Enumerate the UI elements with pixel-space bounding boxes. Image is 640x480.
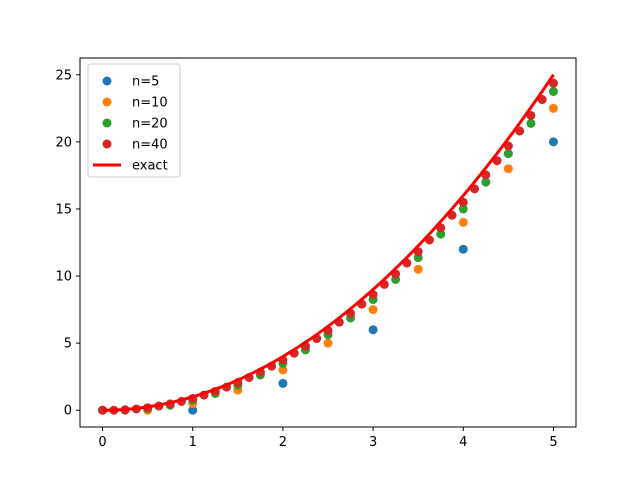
y-tick-label: 10 bbox=[55, 270, 72, 285]
data-point bbox=[323, 338, 333, 348]
legend-marker bbox=[102, 139, 112, 149]
legend-marker bbox=[102, 76, 112, 86]
data-point bbox=[503, 164, 513, 174]
legend: n=5 n=10 n=20 n=40 exact bbox=[87, 63, 181, 178]
y-tick-label: 20 bbox=[55, 135, 72, 150]
legend-label: n=40 bbox=[132, 138, 168, 153]
x-tick-label: 1 bbox=[189, 435, 197, 450]
data-point bbox=[526, 118, 536, 128]
legend-item-n-40: n=40 bbox=[102, 138, 168, 153]
data-point bbox=[458, 217, 468, 227]
axes-frame bbox=[79, 57, 577, 428]
data-point bbox=[413, 264, 423, 274]
data-point bbox=[368, 305, 378, 315]
legend-label: n=5 bbox=[132, 75, 159, 90]
legend-item-n-5: n=5 bbox=[102, 75, 159, 90]
data-point bbox=[548, 103, 558, 113]
plot-area bbox=[98, 73, 558, 415]
data-point bbox=[548, 78, 558, 88]
x-tick-label: 4 bbox=[459, 435, 467, 450]
data-point bbox=[548, 137, 558, 147]
data-point bbox=[548, 87, 558, 97]
y-tick-label: 15 bbox=[55, 202, 72, 217]
series-exact-line bbox=[102, 73, 555, 412]
y-tick-label: 25 bbox=[55, 68, 72, 83]
data-point bbox=[458, 204, 468, 214]
y-tick-label: 0 bbox=[64, 404, 72, 419]
data-point bbox=[368, 325, 378, 335]
legend-label: n=10 bbox=[132, 96, 168, 111]
data-point bbox=[458, 244, 468, 254]
legend-marker bbox=[102, 97, 112, 107]
data-point bbox=[537, 95, 547, 105]
legend-item-n-20: n=20 bbox=[102, 117, 168, 132]
axes: 0 1 2 3 4 5 0 5 10 15 20 25 bbox=[55, 57, 577, 450]
x-tick-label: 0 bbox=[98, 435, 106, 450]
legend-label: exact bbox=[132, 159, 168, 174]
x-tick-label: 3 bbox=[369, 435, 377, 450]
legend-label: n=20 bbox=[132, 117, 168, 132]
legend-item-n-10: n=10 bbox=[102, 96, 168, 111]
x-tick-label: 5 bbox=[549, 435, 557, 450]
data-point bbox=[436, 229, 446, 239]
legend-marker bbox=[102, 118, 112, 128]
data-point bbox=[188, 405, 198, 415]
x-tick-label: 2 bbox=[279, 435, 287, 450]
legend-box bbox=[87, 63, 181, 178]
data-point bbox=[278, 378, 288, 388]
y-tick-label: 5 bbox=[64, 337, 72, 352]
data-point bbox=[503, 149, 513, 159]
legend-item-exact: exact bbox=[93, 159, 168, 174]
data-point bbox=[481, 177, 491, 187]
data-point bbox=[278, 365, 288, 375]
